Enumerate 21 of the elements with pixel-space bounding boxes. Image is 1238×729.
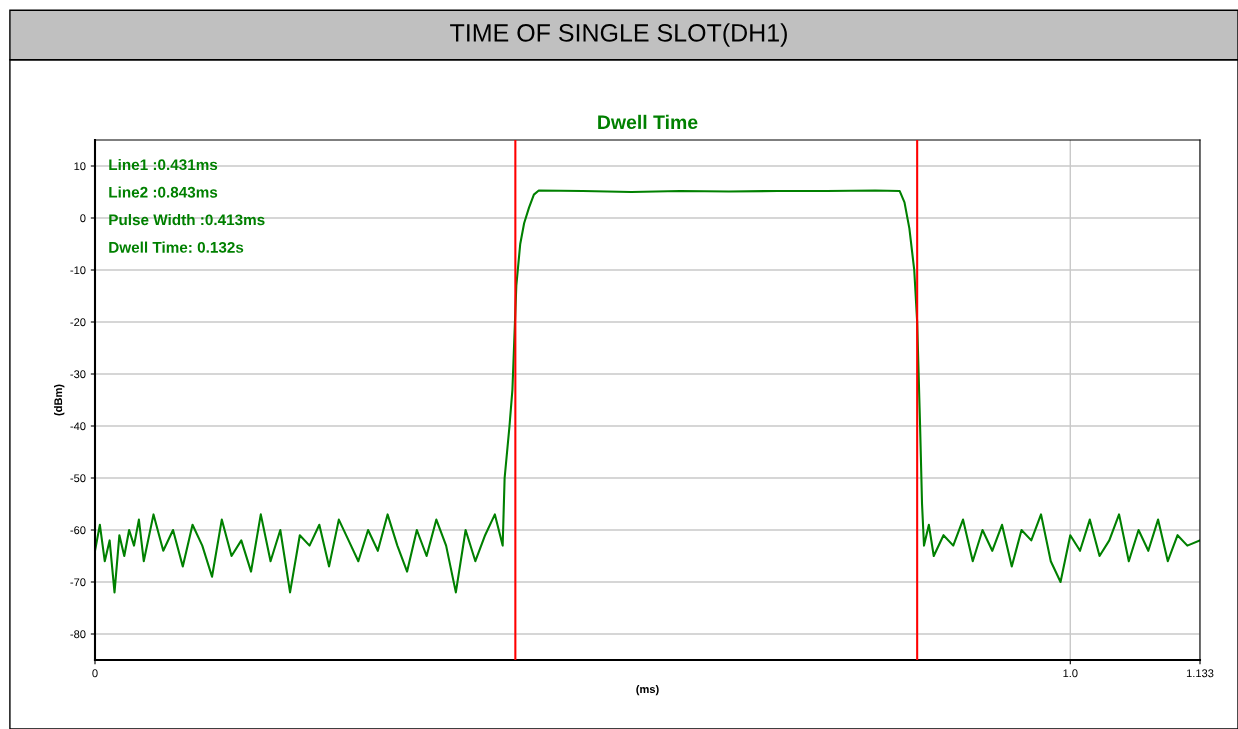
- y-tick-label: -40: [70, 422, 86, 431]
- annotation: Pulse Width :0.413ms: [109, 214, 265, 226]
- x-tick-label: 1.0: [1063, 669, 1078, 678]
- y-tick-label: -20: [70, 318, 86, 327]
- y-tick-label: -30: [70, 370, 86, 379]
- y-tick-label: -60: [70, 526, 86, 535]
- y-tick-label: -10: [70, 266, 86, 275]
- chart-title: TIME OF SINGLE SLOT(DH1): [450, 23, 787, 47]
- y-tick-label: -80: [70, 630, 86, 639]
- y-tick-label: -50: [70, 474, 86, 483]
- y-tick-label: 10: [74, 162, 86, 171]
- annotation: Line1 :0.431ms: [109, 158, 218, 171]
- chart-subtitle: Dwell Time: [598, 114, 698, 130]
- x-tick-label: 0: [92, 669, 98, 678]
- x-axis-title: (ms): [636, 684, 659, 696]
- x-tick-label: 1.133: [1186, 669, 1214, 678]
- annotation: Dwell Time: 0.132s: [109, 241, 244, 253]
- y-tick-label: -70: [70, 578, 86, 587]
- y-tick-label: 0: [80, 214, 86, 223]
- annotation: Line2 :0.843ms: [109, 186, 218, 198]
- y-axis-title: (dBm): [54, 384, 65, 416]
